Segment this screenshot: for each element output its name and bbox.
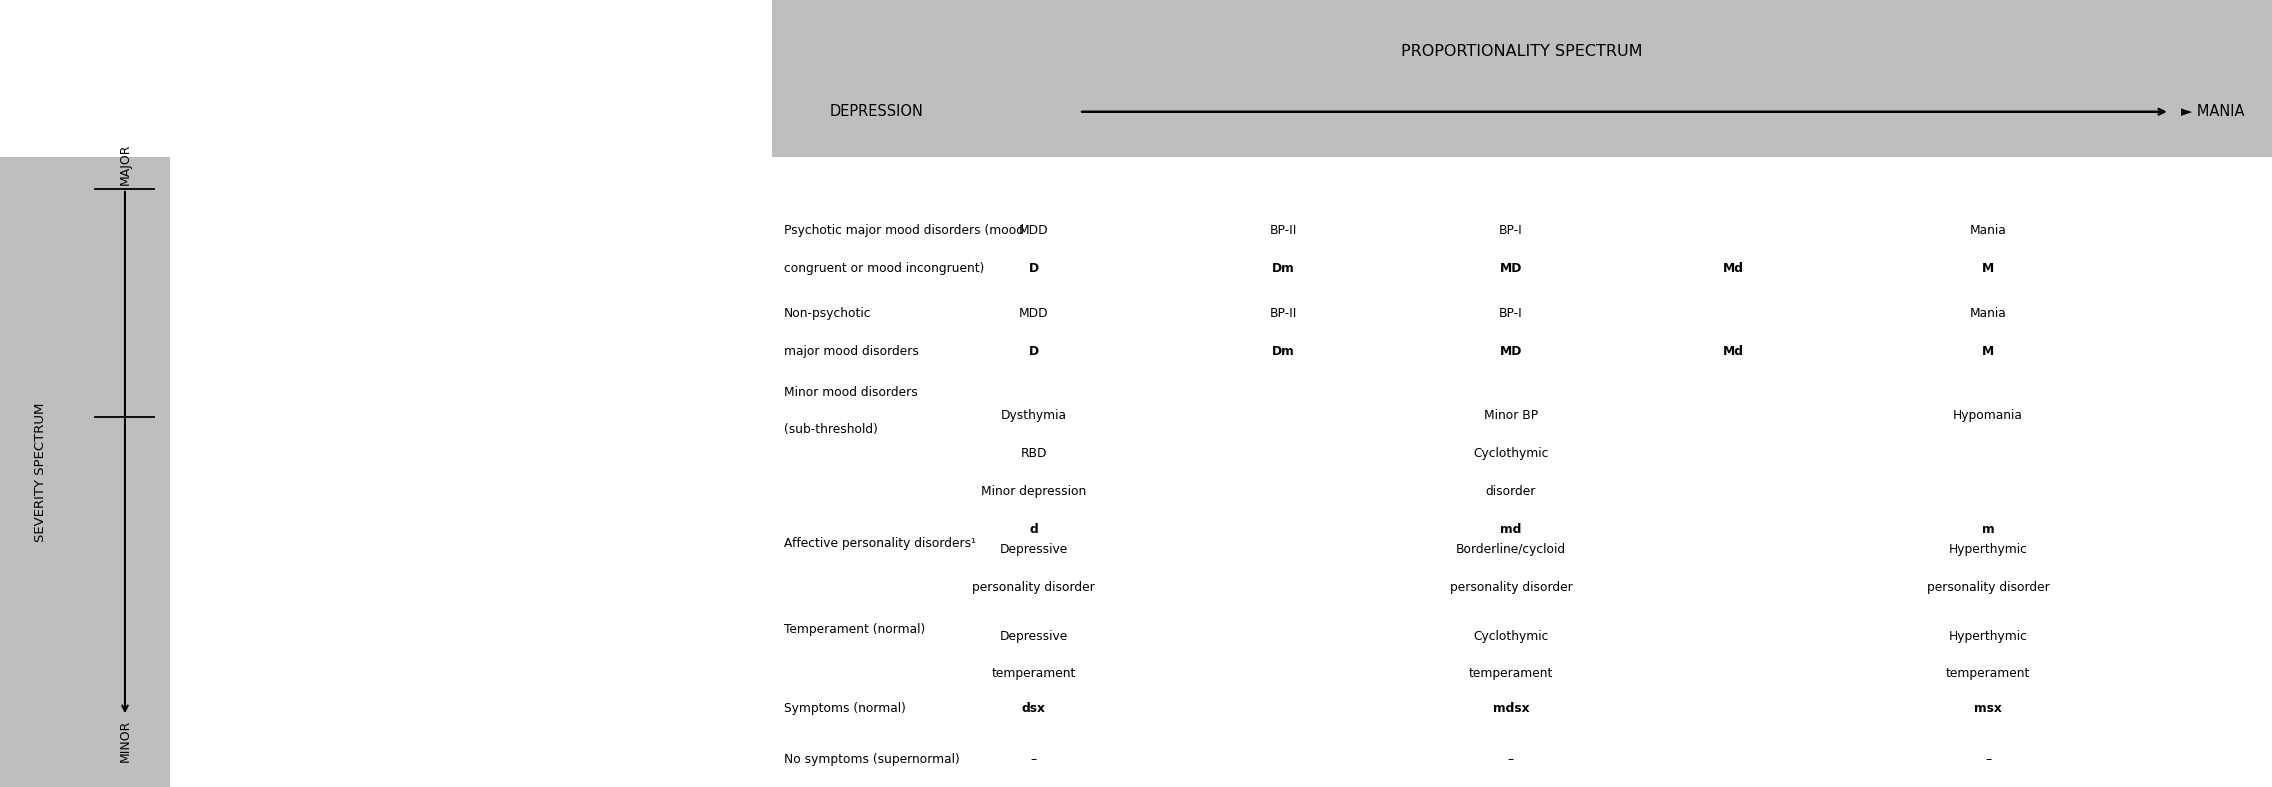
Text: MD: MD bbox=[1500, 345, 1522, 358]
Text: –: – bbox=[1031, 753, 1036, 767]
Text: MD: MD bbox=[1500, 262, 1522, 275]
Text: Symptoms (normal): Symptoms (normal) bbox=[784, 702, 907, 715]
Text: Cyclothymic: Cyclothymic bbox=[1472, 630, 1550, 643]
Text: Hyperthymic: Hyperthymic bbox=[1949, 543, 2027, 556]
Text: –: – bbox=[1986, 753, 1990, 767]
Text: Dm: Dm bbox=[1272, 345, 1295, 358]
Text: Mania: Mania bbox=[1970, 224, 2006, 238]
Text: Md: Md bbox=[1722, 262, 1745, 275]
Text: Dysthymia: Dysthymia bbox=[1000, 409, 1068, 423]
Text: Hypomania: Hypomania bbox=[1954, 409, 2022, 423]
Text: No symptoms (supernormal): No symptoms (supernormal) bbox=[784, 753, 959, 767]
Text: Minor depression: Minor depression bbox=[982, 485, 1086, 498]
Text: Depressive: Depressive bbox=[1000, 543, 1068, 556]
Text: BP-II: BP-II bbox=[1270, 307, 1297, 320]
Text: MDD: MDD bbox=[1018, 224, 1050, 238]
Text: personality disorder: personality disorder bbox=[1927, 581, 2049, 594]
Text: d: d bbox=[1029, 523, 1038, 536]
Text: RBD: RBD bbox=[1020, 447, 1047, 460]
Text: Non-psychotic: Non-psychotic bbox=[784, 307, 872, 320]
Text: Mania: Mania bbox=[1970, 307, 2006, 320]
Text: temperament: temperament bbox=[1468, 667, 1554, 681]
Text: SEVERITY SPECTRUM: SEVERITY SPECTRUM bbox=[34, 402, 48, 542]
Text: D: D bbox=[1029, 345, 1038, 358]
Text: –: – bbox=[1509, 753, 1513, 767]
Text: personality disorder: personality disorder bbox=[1450, 581, 1572, 594]
Bar bbox=[0, 157, 170, 787]
Text: MAJOR: MAJOR bbox=[118, 143, 132, 185]
Text: MDD: MDD bbox=[1018, 307, 1050, 320]
Text: M: M bbox=[1981, 262, 1995, 275]
Text: dsx: dsx bbox=[1022, 702, 1045, 715]
Text: D: D bbox=[1029, 262, 1038, 275]
Text: ► MANIA: ► MANIA bbox=[2181, 104, 2245, 120]
Text: Depressive: Depressive bbox=[1000, 630, 1068, 643]
Text: temperament: temperament bbox=[1945, 667, 2031, 681]
Text: m: m bbox=[1981, 523, 1995, 536]
Text: BP-II: BP-II bbox=[1270, 224, 1297, 238]
Text: Temperament (normal): Temperament (normal) bbox=[784, 623, 925, 637]
Text: Minor BP: Minor BP bbox=[1484, 409, 1538, 423]
Text: BP-I: BP-I bbox=[1500, 307, 1522, 320]
Text: (sub-threshold): (sub-threshold) bbox=[784, 423, 877, 437]
Text: md: md bbox=[1500, 523, 1522, 536]
Text: disorder: disorder bbox=[1486, 485, 1536, 498]
Text: congruent or mood incongruent): congruent or mood incongruent) bbox=[784, 262, 984, 275]
Text: M: M bbox=[1981, 345, 1995, 358]
Text: personality disorder: personality disorder bbox=[972, 581, 1095, 594]
Text: Cyclothymic: Cyclothymic bbox=[1472, 447, 1550, 460]
Text: PROPORTIONALITY SPECTRUM: PROPORTIONALITY SPECTRUM bbox=[1402, 43, 1643, 59]
Text: mdsx: mdsx bbox=[1493, 702, 1529, 715]
Text: Minor mood disorders: Minor mood disorders bbox=[784, 386, 918, 399]
Text: Psychotic major mood disorders (mood: Psychotic major mood disorders (mood bbox=[784, 224, 1025, 238]
Text: Affective personality disorders¹: Affective personality disorders¹ bbox=[784, 537, 977, 550]
Text: Dm: Dm bbox=[1272, 262, 1295, 275]
Text: Hyperthymic: Hyperthymic bbox=[1949, 630, 2027, 643]
Text: Borderline/cycloid: Borderline/cycloid bbox=[1456, 543, 1565, 556]
Text: major mood disorders: major mood disorders bbox=[784, 345, 918, 358]
Text: Md: Md bbox=[1722, 345, 1745, 358]
Text: MINOR: MINOR bbox=[118, 720, 132, 763]
Bar bbox=[772, 0, 2272, 157]
Text: DEPRESSION: DEPRESSION bbox=[829, 104, 922, 120]
Text: msx: msx bbox=[1974, 702, 2002, 715]
Text: BP-I: BP-I bbox=[1500, 224, 1522, 238]
Text: temperament: temperament bbox=[991, 667, 1077, 681]
